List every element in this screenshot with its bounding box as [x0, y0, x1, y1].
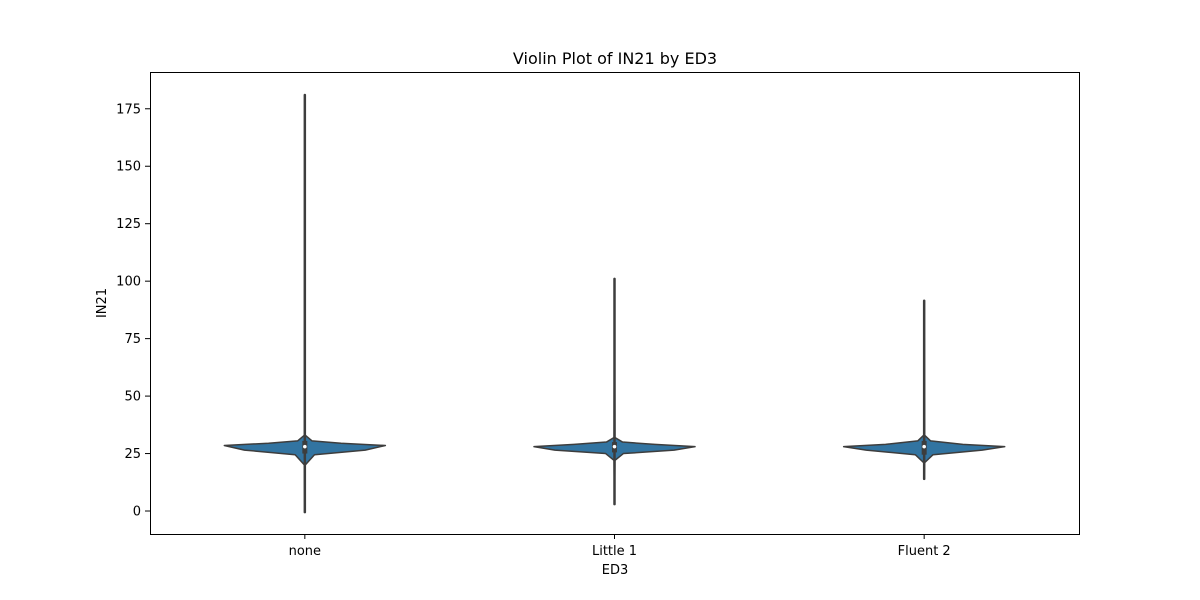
y-axis-label: IN21: [95, 288, 110, 318]
x-tick-label: none: [289, 544, 321, 559]
plot-area-frame: [150, 72, 1080, 535]
y-tick-label: 100: [116, 275, 141, 290]
violin-median-dot: [922, 444, 926, 449]
violins-layer: [223, 93, 1006, 514]
y-tick-label: 25: [124, 447, 141, 462]
chart-title: Violin Plot of IN21 by ED3: [513, 49, 717, 68]
x-tick-label: Fluent 2: [898, 544, 951, 559]
y-tick-label: 175: [116, 102, 141, 117]
y-tick-label: 150: [116, 160, 141, 175]
violin-median-dot: [303, 444, 307, 449]
y-tick-label: 50: [124, 390, 141, 405]
y-tick-label: 0: [133, 505, 141, 520]
y-tick-label: 125: [116, 217, 141, 232]
x-tick-label: Little 1: [592, 544, 637, 559]
x-axis-label: ED3: [602, 563, 629, 578]
y-axis-ticks: 0 25 50 75 100 125 150 175: [116, 102, 150, 520]
violin-median-dot: [612, 444, 617, 449]
x-axis-ticks: none Little 1 Fluent 2: [289, 534, 951, 559]
y-tick-label: 75: [124, 332, 141, 347]
